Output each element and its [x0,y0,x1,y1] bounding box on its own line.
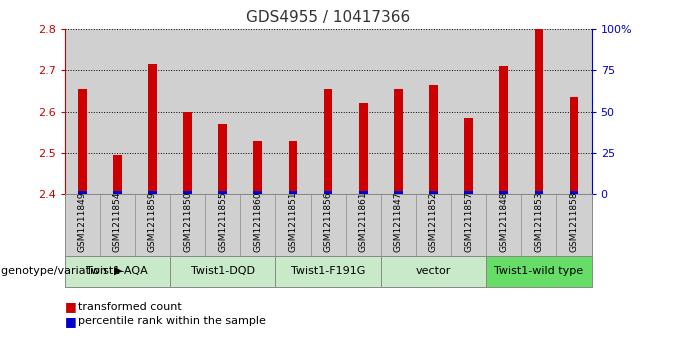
Bar [324,191,333,194]
Bar [345,29,381,194]
Bar [429,85,438,194]
Text: GSM1211848: GSM1211848 [499,192,508,252]
Bar [65,29,100,194]
Bar [570,97,579,194]
Bar [254,191,262,194]
Text: GSM1211857: GSM1211857 [464,192,473,252]
Bar [522,29,556,194]
Bar [113,191,122,194]
Bar [148,191,157,194]
Text: Twist1-wild type: Twist1-wild type [494,266,583,276]
Text: transformed count: transformed count [78,302,182,312]
Bar [100,29,135,194]
Text: ■: ■ [65,315,76,328]
Text: GSM1211852: GSM1211852 [429,192,438,252]
Bar [113,155,122,194]
Text: Twist1-F191G: Twist1-F191G [291,266,365,276]
Bar [254,140,262,194]
Bar [499,191,508,194]
Text: GSM1211850: GSM1211850 [183,192,192,252]
Text: ■: ■ [65,300,76,313]
Text: GSM1211860: GSM1211860 [254,192,262,252]
Bar [288,140,297,194]
Bar [78,191,86,194]
Title: GDS4955 / 10417366: GDS4955 / 10417366 [246,10,410,25]
Bar [148,64,157,194]
Bar [451,29,486,194]
Bar [534,29,543,194]
Text: genotype/variation  ▶: genotype/variation ▶ [1,266,123,276]
Text: Twist1-DQD: Twist1-DQD [190,266,255,276]
Text: GSM1211861: GSM1211861 [359,192,368,252]
Bar [288,191,297,194]
Bar [464,191,473,194]
Bar [170,29,205,194]
Text: vector: vector [415,266,452,276]
Bar [429,191,438,194]
Bar [534,191,543,194]
Bar [486,29,522,194]
Bar [311,29,345,194]
Text: GSM1211853: GSM1211853 [534,192,543,252]
Bar [218,191,227,194]
Bar [205,29,240,194]
Bar [499,66,508,194]
Text: GSM1211849: GSM1211849 [78,192,86,252]
Bar [218,124,227,194]
Bar [570,191,579,194]
Text: GSM1211855: GSM1211855 [218,192,227,252]
Bar [359,191,368,194]
Bar [275,29,311,194]
Text: GSM1211859: GSM1211859 [148,192,157,252]
Bar [359,103,368,194]
Text: GSM1211847: GSM1211847 [394,192,403,252]
Text: percentile rank within the sample: percentile rank within the sample [78,316,266,326]
Bar [135,29,170,194]
Bar [556,29,592,194]
Bar [394,89,403,194]
Text: GSM1211851: GSM1211851 [288,192,297,252]
Text: Twist1-AQA: Twist1-AQA [86,266,148,276]
Bar [381,29,416,194]
Bar [464,118,473,194]
Bar [324,89,333,194]
Text: GSM1211858: GSM1211858 [570,192,579,252]
Text: GSM1211856: GSM1211856 [324,192,333,252]
Bar [416,29,451,194]
Bar [240,29,275,194]
Text: GSM1211854: GSM1211854 [113,192,122,252]
Bar [78,89,86,194]
Bar [394,191,403,194]
Bar [183,191,192,194]
Bar [183,111,192,194]
